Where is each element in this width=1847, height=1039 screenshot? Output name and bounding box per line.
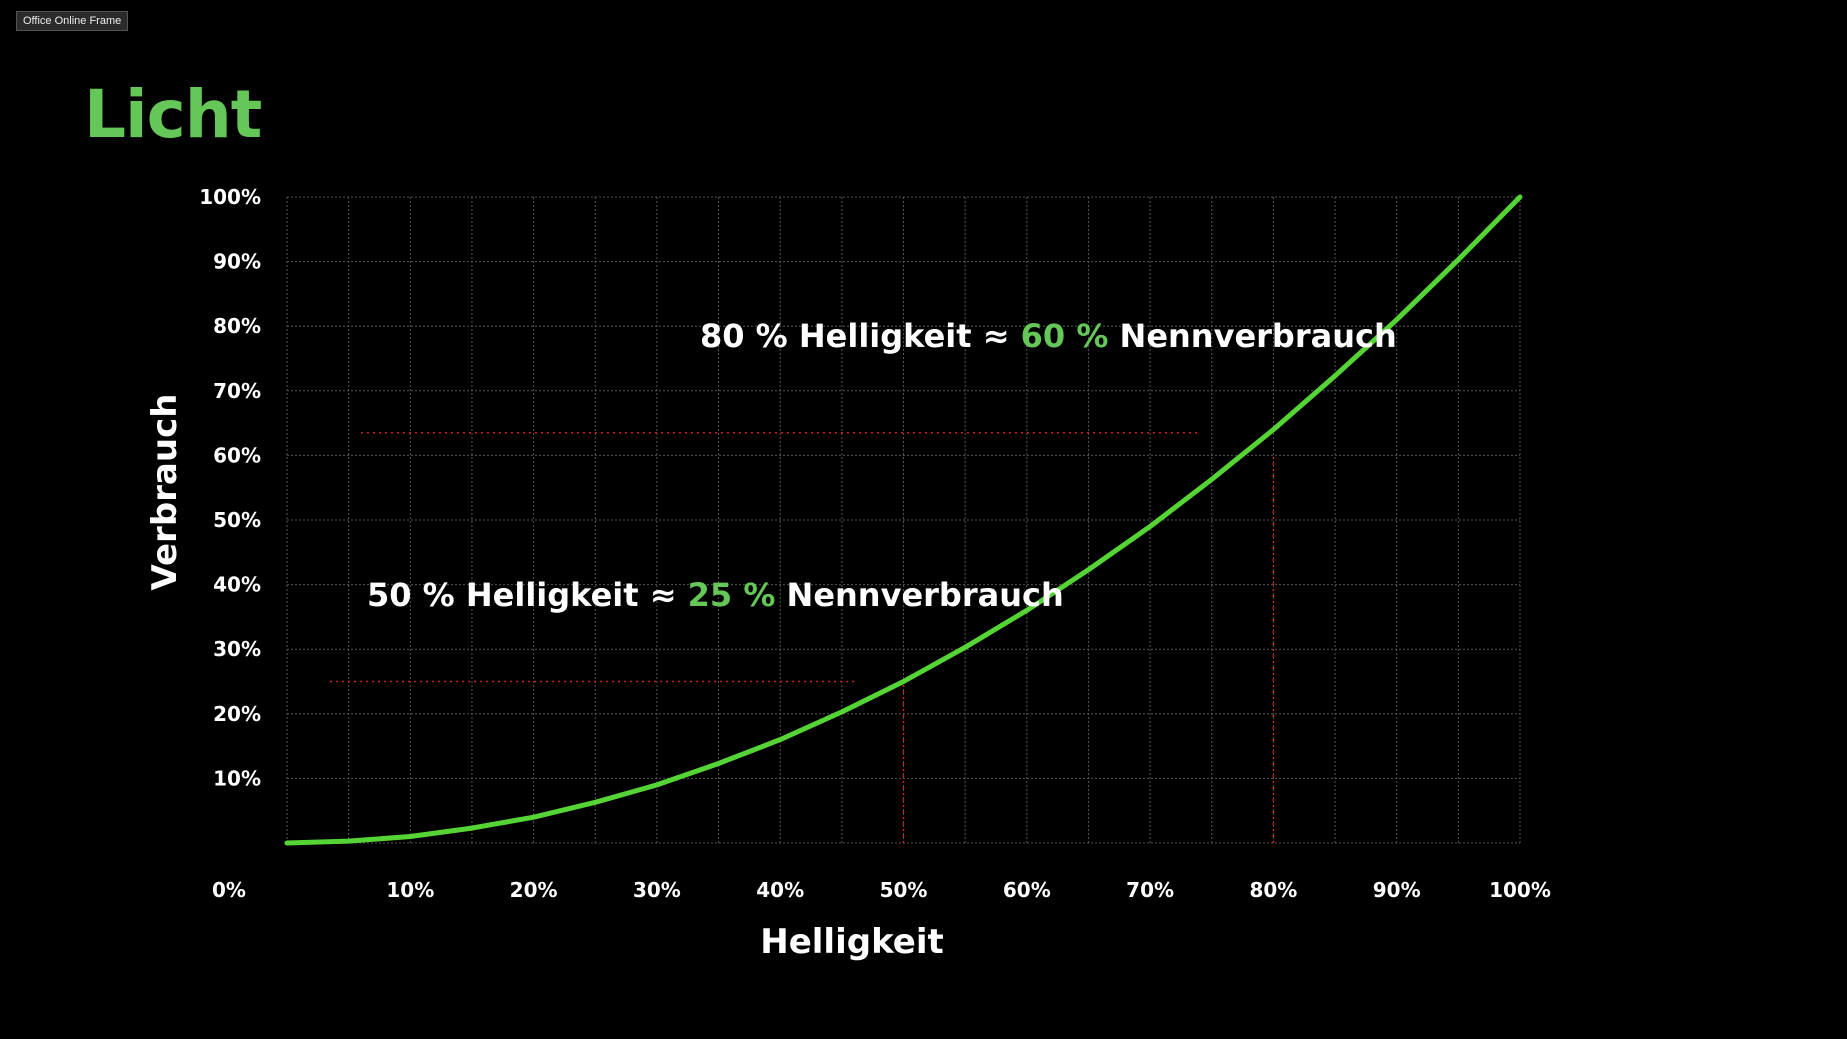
y-tick-label: 60% [213,443,261,467]
y-tick-label: 70% [213,379,261,403]
annotation-text: 50 % Helligkeit ≈ [367,576,688,614]
slide-title: Licht [84,76,262,153]
x-tick-label: 20% [510,878,558,902]
y-tick-label: 30% [213,637,261,661]
annotation-highlight: 60 % [1020,317,1109,355]
x-axis-label: Helligkeit [760,922,944,962]
x-tick-label: 30% [633,878,681,902]
annotation-80-percent: 80 % Helligkeit ≈ 60 % Nennverbrauch [700,317,1397,355]
annotation-text: 80 % Helligkeit ≈ [700,317,1021,355]
y-tick-label: 100% [199,185,261,209]
x-tick-label: 80% [1249,878,1297,902]
x-tick-label: 90% [1373,878,1421,902]
y-axis-label: Verbrauch [145,393,185,591]
office-online-frame-label: Office Online Frame [16,11,129,31]
x-tick-label: 0% [212,878,246,902]
x-tick-label: 40% [756,878,804,902]
y-tick-label: 90% [213,250,261,274]
y-tick-label: 80% [213,314,261,338]
y-tick-label: 20% [213,702,261,726]
y-tick-label: 50% [213,508,261,532]
x-tick-label: 50% [880,878,928,902]
series-line [284,194,1523,846]
annotation-50-percent: 50 % Helligkeit ≈ 25 % Nennverbrauch [367,576,1064,614]
y-tick-label: 40% [213,573,261,597]
x-tick-label: 10% [386,878,434,902]
x-tick-label: 60% [1003,878,1051,902]
annotation-text: Nennverbrauch [1108,317,1397,355]
y-tick-label: 10% [213,766,261,790]
annotation-text: Nennverbrauch [775,576,1064,614]
annotation-highlight: 25 % [687,576,776,614]
x-tick-label: 100% [1489,878,1551,902]
x-tick-label: 70% [1126,878,1174,902]
